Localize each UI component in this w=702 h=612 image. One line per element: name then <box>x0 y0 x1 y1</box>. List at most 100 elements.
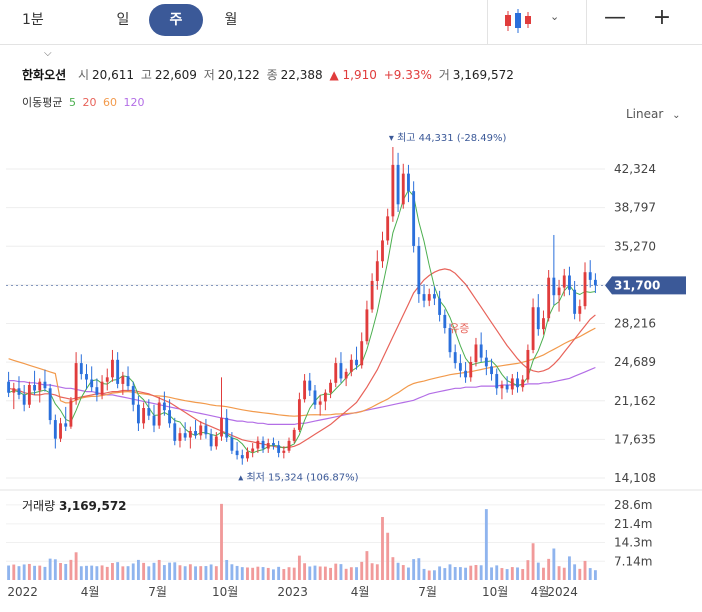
volume-bar <box>407 567 410 580</box>
chart-type-dropdown-icon[interactable]: ⌄ <box>550 10 560 23</box>
candlestick-icon[interactable] <box>500 8 536 34</box>
candle-body <box>365 309 369 342</box>
candle-body <box>287 440 291 451</box>
volume-bar <box>38 565 42 580</box>
candle <box>209 428 213 451</box>
timeframe-month-tab[interactable]: 월 <box>224 12 238 28</box>
high-value: 22,609 <box>154 68 197 82</box>
candle-body <box>427 294 431 301</box>
candle-body <box>183 433 187 438</box>
candle-body <box>292 429 296 441</box>
candle-body <box>282 450 286 453</box>
candle-body <box>162 402 166 411</box>
candle <box>396 152 400 212</box>
volume-bar <box>105 566 109 580</box>
candle-body <box>458 363 462 371</box>
candle-body <box>126 376 130 387</box>
volume-bar <box>573 564 577 580</box>
volume-bar <box>391 557 395 580</box>
candle-body <box>329 382 332 393</box>
volume-bar <box>552 548 556 580</box>
candle-body <box>199 425 203 436</box>
candle <box>111 349 114 382</box>
volume-bar <box>339 564 343 580</box>
x-tick-label: 2024 <box>547 585 578 599</box>
chevron-down-icon: ⌄ <box>672 110 681 121</box>
volume-bar <box>162 565 166 580</box>
candle <box>95 378 99 402</box>
volume-bar <box>136 559 140 580</box>
candle-body <box>261 440 265 449</box>
candle <box>318 394 322 416</box>
volume-bar <box>74 552 78 580</box>
scale-select[interactable]: Linear ⌄ <box>626 107 681 121</box>
scale-label: Linear <box>626 107 664 121</box>
volume-tick-label: 14.3m <box>614 535 652 549</box>
low-value: 20,122 <box>217 68 260 82</box>
plus-icon[interactable]: + <box>652 5 672 30</box>
candle-body <box>453 352 457 364</box>
volume-bar <box>542 567 545 580</box>
candle <box>178 427 182 448</box>
timeframe-1min-label: 1분 <box>22 12 44 28</box>
volume-bar <box>116 562 120 580</box>
volume-bar <box>536 562 540 580</box>
candle-body <box>500 385 504 389</box>
candle-body <box>401 173 405 205</box>
candle <box>355 346 358 370</box>
candle <box>500 380 504 400</box>
candle <box>204 418 208 439</box>
volume-bar <box>412 559 416 580</box>
volume-bar <box>349 567 353 580</box>
event-label: 유증 <box>449 322 469 335</box>
candle <box>272 437 275 450</box>
y-tick-label: 17,635 <box>614 432 656 446</box>
timeframe-week-tab[interactable]: 주 <box>149 4 203 36</box>
candle-body <box>593 279 597 286</box>
volume-bar <box>178 565 182 580</box>
candle-body <box>209 434 213 447</box>
volume-bar <box>188 564 192 580</box>
high-annotation: ▾ 최고 44,331 (-28.49%) <box>389 132 507 144</box>
volume-bar <box>386 532 390 580</box>
candle <box>38 378 42 403</box>
volume-bar <box>246 567 249 580</box>
minus-icon[interactable]: — <box>604 5 626 30</box>
candle <box>33 370 36 395</box>
candle <box>277 440 281 458</box>
candle-body <box>303 380 307 400</box>
volume-bar <box>375 564 379 580</box>
y-tick-label: 21,162 <box>614 394 656 408</box>
candle-body <box>116 359 120 384</box>
timeframe-1min-select[interactable]: 1분 ⌵ <box>22 4 66 59</box>
moving-average-legend[interactable]: 이동평균 5 20 60 120 <box>22 94 147 110</box>
candle-body <box>214 436 218 447</box>
candle <box>407 164 410 203</box>
candle-body <box>573 289 577 314</box>
candle-body <box>59 423 62 439</box>
volume-bar <box>490 567 493 580</box>
y-tick-label: 35,270 <box>614 239 656 253</box>
candle <box>220 377 223 441</box>
timeframe-day-tab[interactable]: 일 <box>116 12 130 28</box>
candle-body <box>562 275 566 288</box>
candle-body <box>297 399 301 430</box>
candle-body <box>557 287 561 296</box>
candle <box>578 299 582 322</box>
volume-bar <box>126 566 130 580</box>
volume-bar <box>568 556 571 580</box>
candle <box>375 250 379 290</box>
candle-body <box>360 341 364 366</box>
volume-bar <box>277 566 281 580</box>
candle-body <box>17 388 21 395</box>
volume-bar <box>204 566 208 580</box>
candle <box>583 262 587 310</box>
volume-bar <box>474 565 478 580</box>
candle <box>308 372 312 396</box>
candle <box>391 147 395 222</box>
candle <box>188 426 192 449</box>
candle <box>251 443 255 458</box>
candle <box>43 369 47 392</box>
candle <box>173 417 177 446</box>
volume-bar <box>225 559 229 580</box>
